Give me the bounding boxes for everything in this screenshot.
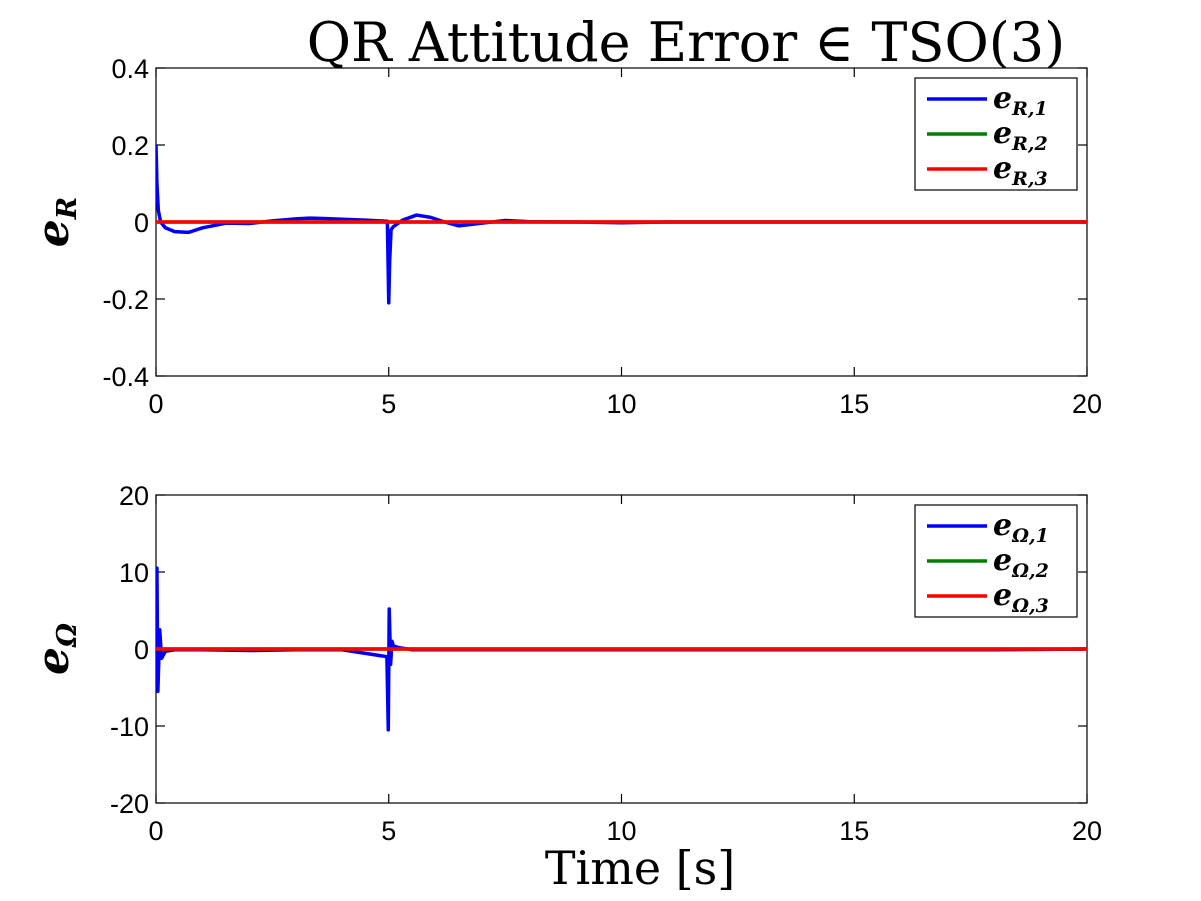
y-tick-label: -0.4 bbox=[102, 362, 149, 392]
y-tick-label: 0.4 bbox=[111, 54, 149, 84]
figure-title: QR Attitude Error ∈ TSO(3) bbox=[307, 11, 1065, 74]
y-tick-label: -20 bbox=[110, 789, 149, 819]
x-tick-label: 0 bbox=[148, 389, 163, 419]
y-tick-label: 10 bbox=[119, 558, 149, 588]
plot-eOmega: 0 5 10 15 20 -20 -10 0 10 20 eΩ eΩ,1eΩ,2eΩ,3 bbox=[28, 481, 1102, 846]
plot-eR: 0 5 10 15 20 -0.4 -0.2 0 0.2 0.4 eR eR,1eR,2eR,3 bbox=[28, 54, 1102, 419]
x-tick-label: 5 bbox=[381, 816, 396, 846]
x-tick-label: 20 bbox=[1072, 389, 1102, 419]
legend: eΩ,1eΩ,2eΩ,3 bbox=[914, 504, 1078, 618]
legend-entry-3: eΩ,3 bbox=[993, 578, 1049, 617]
y-tick-label: 0 bbox=[134, 208, 149, 238]
x-axis-label: Time [s] bbox=[545, 841, 735, 895]
y-axis-label: eΩ bbox=[28, 623, 83, 675]
y-tick-label: 0 bbox=[134, 635, 149, 665]
x-tick-label: 15 bbox=[839, 389, 869, 419]
x-tick-label: 10 bbox=[606, 816, 636, 846]
x-tick-label: 20 bbox=[1072, 816, 1102, 846]
legend-entry-2: eR,2 bbox=[993, 116, 1048, 155]
legend-entry-3: eR,3 bbox=[993, 151, 1048, 190]
x-tick-label: 10 bbox=[606, 389, 636, 419]
y-tick-label: -0.2 bbox=[102, 285, 149, 315]
x-tick-label: 5 bbox=[381, 389, 396, 419]
y-tick-label: -10 bbox=[110, 712, 149, 742]
y-axis-label: eR bbox=[28, 197, 83, 247]
legend-entry-1: eΩ,1 bbox=[993, 508, 1049, 547]
y-tick-label: 0.2 bbox=[111, 131, 149, 161]
legend-entry-1: eR,1 bbox=[993, 81, 1048, 120]
legend: eR,1eR,2eR,3 bbox=[914, 77, 1078, 191]
x-tick-label: 0 bbox=[148, 816, 163, 846]
legend-entry-2: eΩ,2 bbox=[993, 543, 1049, 582]
y-tick-label: 20 bbox=[119, 481, 149, 511]
x-tick-label: 15 bbox=[839, 816, 869, 846]
